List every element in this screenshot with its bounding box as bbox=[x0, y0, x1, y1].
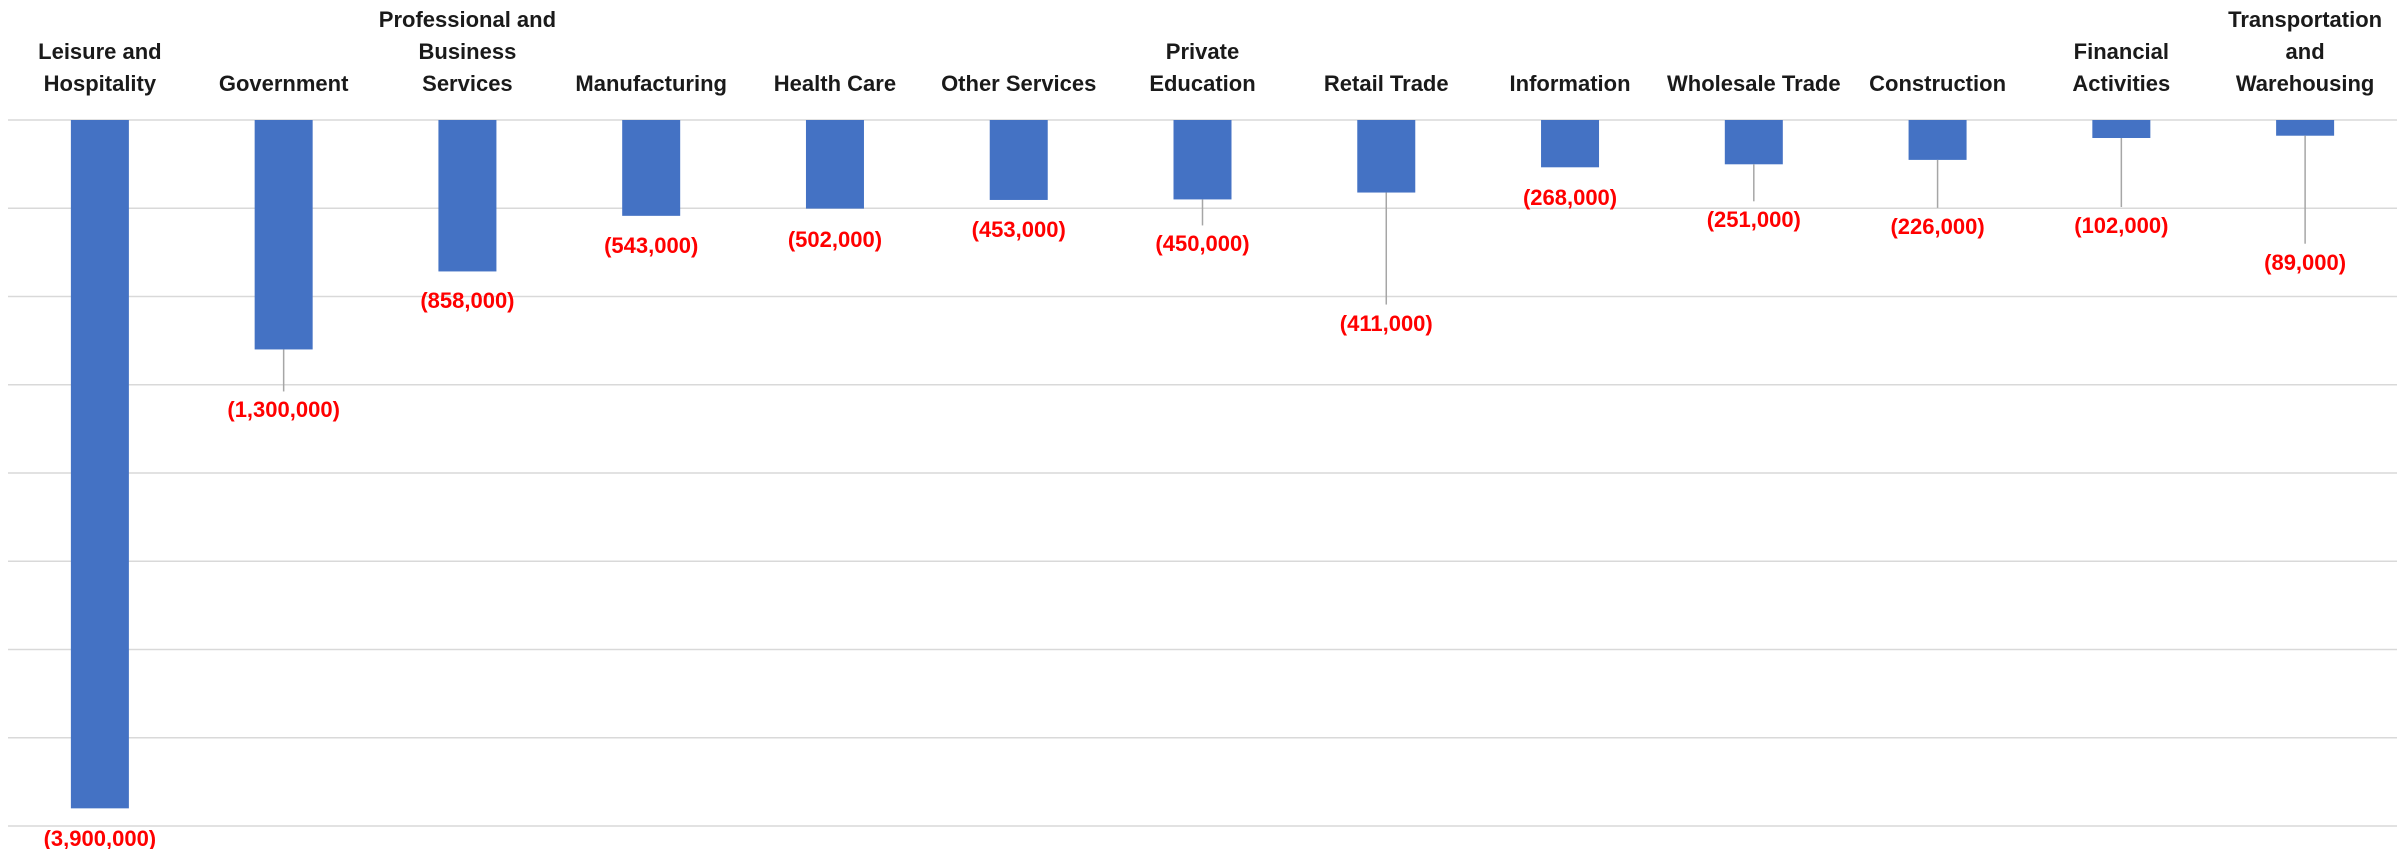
value-label: (543,000) bbox=[604, 232, 699, 258]
bar bbox=[2276, 120, 2335, 136]
category-label: Government bbox=[218, 71, 349, 96]
bar bbox=[622, 120, 681, 216]
category-label: Financial Activities bbox=[2072, 39, 2171, 96]
category-label: Professional and Business Services bbox=[378, 7, 557, 96]
category-label: Private Education bbox=[1149, 39, 1256, 96]
category-label: Leisure and Hospitality bbox=[38, 39, 162, 96]
value-label: (453,000) bbox=[971, 216, 1066, 242]
value-label: (102,000) bbox=[2074, 213, 2169, 238]
bar bbox=[1357, 120, 1416, 193]
bar bbox=[805, 120, 864, 209]
value-label: (3,900,000) bbox=[43, 826, 157, 849]
category-label: Retail Trade bbox=[1323, 71, 1449, 96]
category-label: Other Services bbox=[941, 71, 1097, 96]
bar bbox=[438, 120, 497, 272]
category-label: Wholesale Trade bbox=[1666, 71, 1841, 96]
category-label: Transportation and Warehousing bbox=[2228, 7, 2383, 96]
value-label: (1,300,000) bbox=[227, 397, 340, 423]
category-label: Information bbox=[1509, 71, 1631, 96]
bar bbox=[989, 120, 1048, 200]
bar bbox=[1908, 120, 1967, 160]
bar bbox=[1541, 120, 1600, 168]
bar bbox=[254, 120, 313, 350]
value-label: (268,000) bbox=[1522, 185, 1618, 211]
value-label: (502,000) bbox=[787, 226, 883, 252]
value-label: (411,000) bbox=[1339, 310, 1433, 336]
value-label: (226,000) bbox=[1890, 213, 1985, 239]
category-label: Manufacturing bbox=[575, 71, 727, 96]
value-label: (450,000) bbox=[1155, 231, 1250, 257]
category-label: Construction bbox=[1869, 71, 2007, 96]
value-label: (89,000) bbox=[2264, 249, 2347, 275]
category-label: Health Care bbox=[773, 71, 897, 96]
bar bbox=[1173, 120, 1232, 200]
bar bbox=[70, 120, 129, 809]
bar bbox=[2092, 120, 2151, 139]
value-label: (251,000) bbox=[1706, 207, 1801, 233]
bar bbox=[1724, 120, 1783, 165]
value-label: (858,000) bbox=[420, 288, 515, 314]
